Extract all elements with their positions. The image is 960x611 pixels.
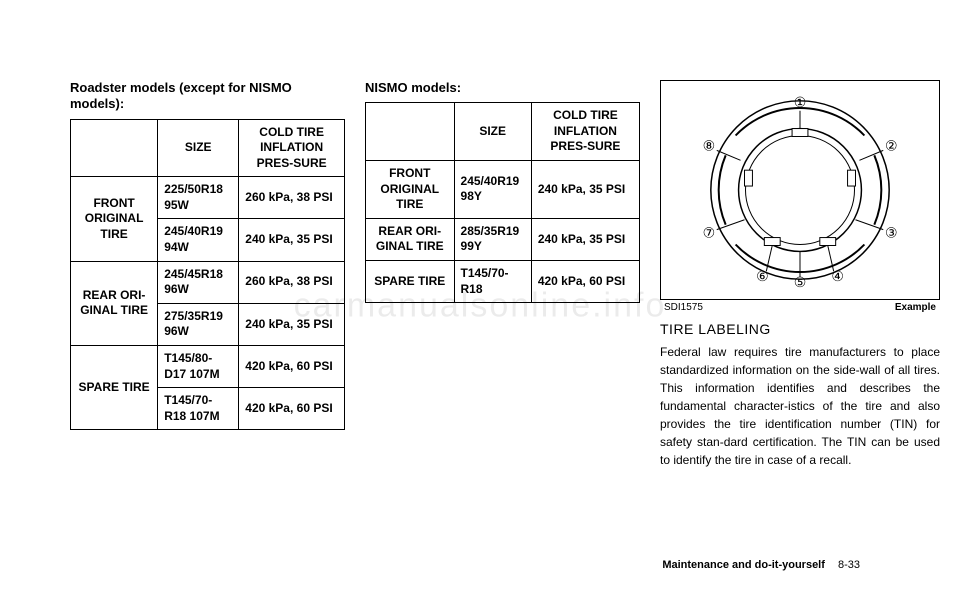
header-size: SIZE: [454, 103, 531, 161]
diagram-label-8: ⑧: [703, 137, 715, 153]
row-label: FRONT ORIGINAL TIRE: [366, 161, 455, 219]
tire-diagram-svg: ① ② ③ ④ ⑤ ⑥ ⑦ ⑧: [661, 81, 939, 299]
cell-pressure: 240 kPa, 35 PSI: [531, 161, 639, 219]
table-row: FRONT ORIGINAL TIRE 245/40R19 98Y 240 kP…: [366, 161, 640, 219]
diagram-label-3: ③: [885, 225, 897, 241]
footer-page: 8-33: [838, 559, 860, 571]
table-header-row: SIZE COLD TIRE INFLATION PRES-SURE: [366, 103, 640, 161]
header-pressure: COLD TIRE INFLATION PRES-SURE: [531, 103, 639, 161]
row-label: FRONT ORIGINAL TIRE: [71, 177, 158, 261]
diagram-code: SDI1575: [664, 302, 703, 313]
column-roadster: Roadster models (except for NISMO models…: [70, 80, 345, 469]
header-blank: [71, 119, 158, 177]
column-tire-labeling: ① ② ③ ④ ⑤ ⑥ ⑦ ⑧ S: [660, 80, 940, 469]
cell-size: T145/80-D17 107M: [158, 346, 239, 388]
row-label: REAR ORI-GINAL TIRE: [71, 261, 158, 345]
header-blank: [366, 103, 455, 161]
cell-size: 285/35R19 99Y: [454, 218, 531, 260]
table-row: SPARE TIRE T145/80-D17 107M 420 kPa, 60 …: [71, 346, 345, 388]
cell-size: 245/45R18 96W: [158, 261, 239, 303]
page-footer: Maintenance and do-it-yourself 8-33: [662, 559, 860, 571]
table-row: FRONT ORIGINAL TIRE 225/50R18 95W 260 kP…: [71, 177, 345, 219]
table-row: REAR ORI-GINAL TIRE 245/45R18 96W 260 kP…: [71, 261, 345, 303]
cell-size: 225/50R18 95W: [158, 177, 239, 219]
diagram-label-2: ②: [885, 137, 897, 153]
header-size: SIZE: [158, 119, 239, 177]
diagram-caption-row: SDI1575 Example: [660, 302, 940, 313]
tire-labeling-body: Federal law requires tire manufacturers …: [660, 343, 940, 469]
tire-labeling-title: TIRE LABELING: [660, 321, 940, 337]
cell-pressure: 260 kPa, 38 PSI: [239, 177, 345, 219]
row-label: SPARE TIRE: [71, 346, 158, 430]
roadster-table: SIZE COLD TIRE INFLATION PRES-SURE FRONT…: [70, 119, 345, 431]
cell-size: 275/35R19 96W: [158, 303, 239, 345]
tire-diagram: ① ② ③ ④ ⑤ ⑥ ⑦ ⑧: [660, 80, 940, 300]
nismo-table: SIZE COLD TIRE INFLATION PRES-SURE FRONT…: [365, 102, 640, 303]
table-header-row: SIZE COLD TIRE INFLATION PRES-SURE: [71, 119, 345, 177]
cell-pressure: 240 kPa, 35 PSI: [531, 218, 639, 260]
table-row: REAR ORI-GINAL TIRE 285/35R19 99Y 240 kP…: [366, 218, 640, 260]
cell-pressure: 420 kPa, 60 PSI: [531, 261, 639, 303]
cell-size: 245/40R19 98Y: [454, 161, 531, 219]
column-nismo: NISMO models: SIZE COLD TIRE INFLATION P…: [365, 80, 640, 469]
nismo-heading: NISMO models:: [365, 80, 640, 96]
cell-pressure: 260 kPa, 38 PSI: [239, 261, 345, 303]
table-row: SPARE TIRE T145/70-R18 420 kPa, 60 PSI: [366, 261, 640, 303]
page-content: Roadster models (except for NISMO models…: [0, 0, 960, 519]
cell-size: T145/70-R18 107M: [158, 388, 239, 430]
footer-section: Maintenance and do-it-yourself: [662, 559, 825, 571]
cell-size: T145/70-R18: [454, 261, 531, 303]
diagram-caption: Example: [895, 302, 936, 313]
cell-pressure: 420 kPa, 60 PSI: [239, 388, 345, 430]
cell-pressure: 420 kPa, 60 PSI: [239, 346, 345, 388]
cell-size: 245/40R19 94W: [158, 219, 239, 261]
cell-pressure: 240 kPa, 35 PSI: [239, 303, 345, 345]
header-pressure: COLD TIRE INFLATION PRES-SURE: [239, 119, 345, 177]
diagram-label-7: ⑦: [703, 225, 715, 241]
diagram-label-1: ①: [794, 94, 806, 110]
roadster-heading: Roadster models (except for NISMO models…: [70, 80, 345, 113]
cell-pressure: 240 kPa, 35 PSI: [239, 219, 345, 261]
row-label: SPARE TIRE: [366, 261, 455, 303]
row-label: REAR ORI-GINAL TIRE: [366, 218, 455, 260]
